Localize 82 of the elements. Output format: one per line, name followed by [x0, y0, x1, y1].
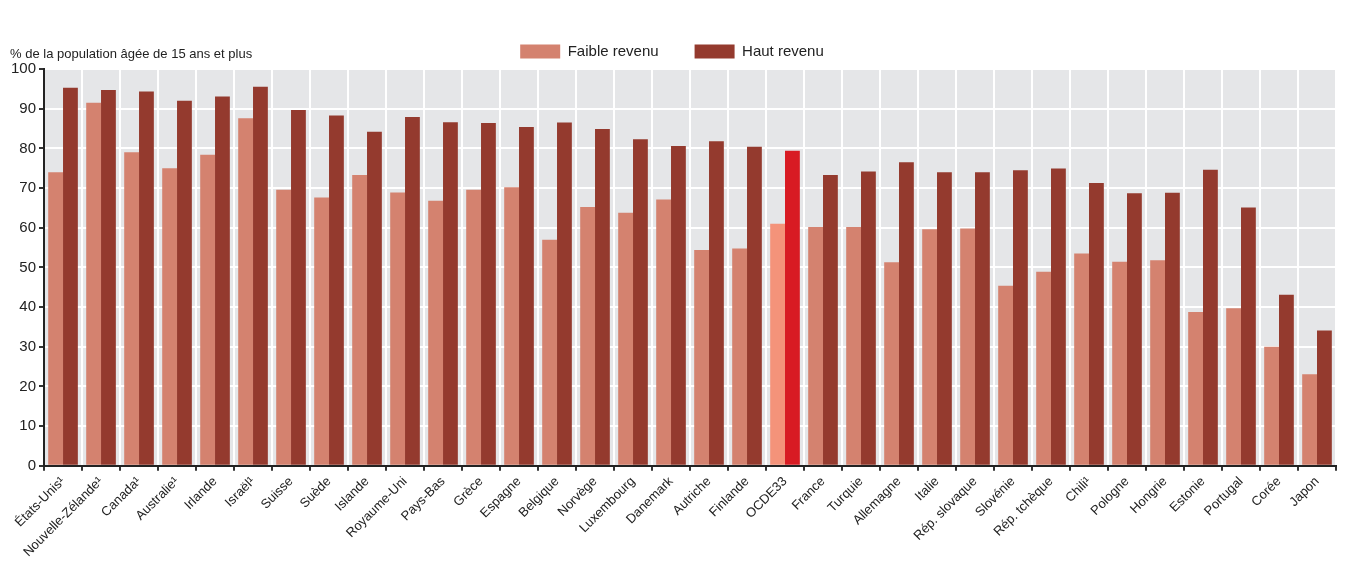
bar	[390, 192, 406, 465]
bar	[291, 109, 306, 465]
bar	[709, 141, 724, 465]
bar	[861, 171, 876, 465]
y-tick-label: 10	[19, 416, 37, 434]
y-tick-label: 100	[11, 59, 37, 77]
y-tick-label: 80	[19, 138, 37, 156]
bar	[86, 102, 102, 465]
bar	[808, 226, 824, 465]
legend-label: Haut revenu	[742, 41, 824, 59]
y-tick-label: 70	[19, 178, 37, 196]
bar	[519, 126, 534, 465]
bar	[580, 207, 596, 465]
bar	[329, 115, 344, 465]
bar	[1036, 271, 1052, 465]
bar	[405, 117, 420, 465]
bar	[352, 174, 368, 465]
bar	[1112, 261, 1127, 465]
bar	[960, 228, 976, 465]
bar	[1150, 260, 1165, 465]
bar	[139, 91, 154, 465]
bar	[504, 187, 520, 465]
bar	[656, 199, 672, 465]
bar	[1264, 346, 1279, 465]
bar	[671, 145, 686, 465]
bar	[633, 139, 648, 465]
bar	[367, 131, 382, 465]
bar	[975, 172, 990, 465]
legend-label: Faible revenu	[567, 41, 659, 59]
bar	[1127, 193, 1142, 465]
y-axis-title: % de la population âgée de 15 ans et plus	[10, 46, 253, 62]
bar	[200, 154, 216, 465]
y-tick-label: 0	[27, 456, 37, 473]
bar	[63, 87, 78, 465]
bar	[276, 189, 292, 465]
bar	[215, 96, 230, 465]
bar	[1302, 374, 1317, 465]
bar	[846, 226, 862, 465]
bar	[694, 249, 710, 465]
bar	[124, 152, 140, 465]
bar	[747, 146, 762, 465]
bar	[1051, 168, 1066, 465]
y-tick-label: 20	[19, 376, 37, 394]
bar	[101, 90, 116, 465]
bar	[732, 248, 748, 465]
bar	[48, 172, 64, 465]
bar	[785, 150, 800, 465]
bar	[937, 172, 952, 465]
bar	[884, 262, 900, 465]
bar	[823, 174, 838, 465]
bar	[1226, 308, 1241, 465]
bar	[162, 168, 178, 465]
bar	[238, 118, 254, 465]
y-tick-label: 50	[19, 257, 37, 275]
bar	[542, 239, 558, 465]
bar	[1203, 169, 1218, 465]
bar	[1279, 294, 1294, 465]
y-tick-label: 60	[19, 217, 37, 235]
y-tick-label: 90	[19, 98, 37, 116]
bar	[1013, 170, 1028, 465]
bar	[618, 212, 634, 465]
bar	[1241, 207, 1256, 465]
bar	[1165, 192, 1180, 465]
y-tick-label: 40	[19, 297, 37, 315]
bar	[443, 122, 458, 465]
bar	[557, 122, 572, 465]
bar	[177, 100, 192, 465]
bar	[1188, 311, 1203, 465]
bar	[466, 189, 482, 465]
bar	[428, 200, 444, 465]
bar	[770, 223, 786, 465]
bar	[481, 122, 496, 465]
bar	[998, 285, 1014, 465]
bar	[899, 162, 914, 465]
bar	[253, 86, 268, 465]
bar	[1317, 330, 1332, 465]
bar	[314, 197, 330, 465]
bar	[595, 128, 610, 465]
bar	[1089, 182, 1104, 465]
bar	[922, 229, 938, 465]
y-tick-label: 30	[19, 336, 37, 354]
bar	[1074, 253, 1090, 465]
